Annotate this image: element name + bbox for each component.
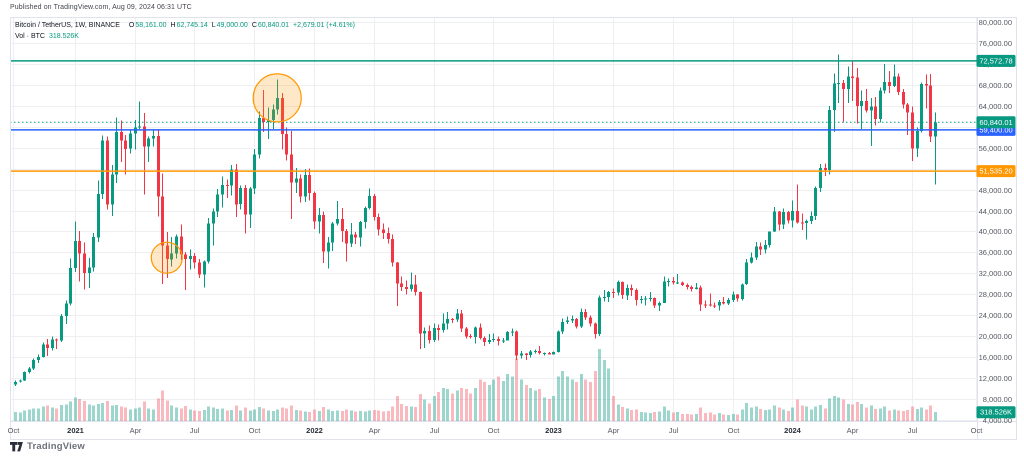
svg-text:8,000.00: 8,000.00 (983, 395, 1012, 404)
svg-text:Apr: Apr (369, 426, 381, 435)
volume-label: Vol · BTC (15, 33, 45, 40)
svg-text:2024: 2024 (784, 426, 802, 435)
tradingview-logo-icon (10, 441, 23, 451)
ohlc-close-label: C (251, 22, 257, 29)
ohlc-low-value: 49,000.00 (216, 22, 248, 29)
legend-symbol-row: Bitcoin / TetherUS, 1W, BINANCE O58,161.0… (15, 20, 355, 31)
volume-layer (14, 349, 937, 421)
symbol-title[interactable]: Bitcoin / TetherUS, 1W, BINANCE (15, 22, 120, 29)
svg-text:36,000.00: 36,000.00 (979, 248, 1012, 257)
time-axis[interactable]: Oct 2021 Apr Jul Oct 2022 Apr Jul Oct 2023 Apr Jul O… (8, 426, 984, 435)
svg-text:Apr: Apr (608, 426, 620, 435)
ohlc-low-label: L (211, 22, 216, 29)
svg-text:40,000.00: 40,000.00 (979, 227, 1012, 236)
publish-bar: Published on TradingView.com, Aug 09, 20… (10, 4, 192, 11)
grid-layer (10, 17, 977, 421)
svg-text:60,840.01: 60,840.01 (979, 118, 1012, 127)
svg-text:16,000.00: 16,000.00 (979, 353, 1012, 362)
svg-text:48,000.00: 48,000.00 (979, 186, 1012, 195)
ohlc-open-value: 58,161.00 (135, 22, 167, 29)
svg-text:Apr: Apr (130, 426, 142, 435)
candles-layer (14, 54, 937, 387)
svg-text:Oct: Oct (249, 426, 262, 435)
svg-text:80,000.00: 80,000.00 (979, 18, 1012, 27)
svg-text:51,535.20: 51,535.20 (979, 167, 1012, 176)
footer: TradingView (10, 441, 85, 452)
svg-text:76,000.00: 76,000.00 (979, 39, 1012, 48)
svg-text:Oct: Oct (728, 426, 741, 435)
svg-text:20,000.00: 20,000.00 (979, 332, 1012, 341)
svg-text:2022: 2022 (306, 426, 323, 435)
levels-layer (10, 60, 977, 172)
price-axis[interactable]: 80,000.0076,000.0072,000.0068,000.0064,0… (976, 18, 1016, 425)
svg-text:Apr: Apr (847, 426, 859, 435)
svg-text:56,000.00: 56,000.00 (979, 144, 1012, 153)
svg-text:68,000.00: 68,000.00 (979, 81, 1012, 90)
ohlc-high-value: 62,745.14 (176, 22, 208, 29)
svg-text:Oct: Oct (488, 426, 501, 435)
svg-text:32,000.00: 32,000.00 (979, 269, 1012, 278)
svg-text:4,000.00: 4,000.00 (983, 416, 1012, 425)
svg-text:2023: 2023 (545, 426, 562, 435)
chart-legend: Bitcoin / TetherUS, 1W, BINANCE O58,161.0… (15, 20, 355, 42)
legend-volume-row: Vol · BTC 318.526K (15, 31, 355, 42)
ohlc-high-label: H (170, 22, 176, 29)
ohlc-open-label: O (128, 22, 135, 29)
frame-layer (10, 17, 1017, 440)
svg-text:318.526K: 318.526K (980, 408, 1012, 417)
svg-text:Jul: Jul (430, 426, 440, 435)
svg-text:72,572.78: 72,572.78 (979, 56, 1012, 65)
svg-text:24,000.00: 24,000.00 (979, 311, 1012, 320)
svg-text:Jul: Jul (669, 426, 679, 435)
svg-text:Jul: Jul (908, 426, 918, 435)
svg-text:Oct: Oct (8, 426, 21, 435)
annotations-layer (150, 73, 302, 274)
svg-text:28,000.00: 28,000.00 (979, 290, 1012, 299)
svg-text:Jul: Jul (190, 426, 200, 435)
change-value: +2,679.01 (+4.61%) (293, 22, 355, 29)
svg-text:Oct: Oct (971, 426, 984, 435)
svg-text:2021: 2021 (67, 426, 84, 435)
svg-text:64,000.00: 64,000.00 (979, 102, 1012, 111)
svg-text:12,000.00: 12,000.00 (979, 374, 1012, 383)
ohlc-close-value: 60,840.01 (257, 22, 290, 29)
tradingview-logo-text[interactable]: TradingView (27, 441, 85, 452)
volume-value: 318.526K (48, 33, 79, 40)
svg-text:44,000.00: 44,000.00 (979, 207, 1012, 216)
svg-text:59,400.00: 59,400.00 (979, 125, 1012, 134)
